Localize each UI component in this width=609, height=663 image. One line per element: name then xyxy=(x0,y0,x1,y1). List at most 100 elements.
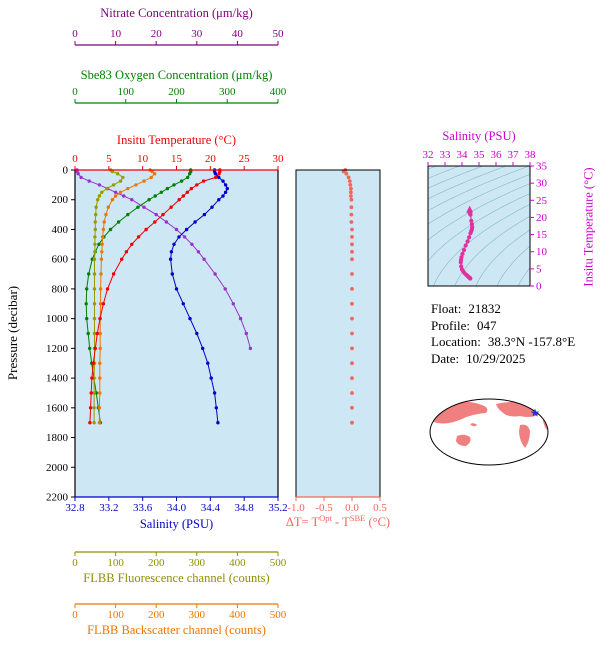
date-line: Date: 10/29/2025 xyxy=(431,351,575,368)
svg-text:400: 400 xyxy=(270,86,287,98)
location-value: 38.3°N -157.8°E xyxy=(487,334,576,349)
svg-text:32: 32 xyxy=(423,149,434,161)
svg-text:400: 400 xyxy=(52,224,69,236)
svg-text:20: 20 xyxy=(536,212,548,224)
svg-text:37: 37 xyxy=(508,149,520,161)
svg-text:200: 200 xyxy=(148,609,165,621)
svg-text:33: 33 xyxy=(440,149,452,161)
main-profile-plot: 0 10 20 30 40 500 100 200 300 4000200400600800100… xyxy=(46,28,288,621)
svg-text:33.2: 33.2 xyxy=(99,502,118,514)
svg-text:35: 35 xyxy=(474,149,486,161)
svg-text:34.0: 34.0 xyxy=(167,502,187,514)
svg-text:10: 10 xyxy=(110,28,122,40)
svg-text:15: 15 xyxy=(171,153,183,165)
landmass xyxy=(519,424,530,448)
svg-text:33.6: 33.6 xyxy=(133,502,153,514)
svg-text:0.5: 0.5 xyxy=(373,502,387,514)
landmass xyxy=(456,434,471,446)
svg-text:200: 200 xyxy=(148,557,165,569)
svg-text:0: 0 xyxy=(536,281,542,293)
svg-text:400: 400 xyxy=(229,557,246,569)
svg-text:100: 100 xyxy=(107,609,124,621)
float-id-value: 21832 xyxy=(468,301,501,316)
ts-diagram: 32 33 34 35 36 37 38 0 5 10 15 20 25 30 35 xyxy=(423,149,548,293)
svg-text:400: 400 xyxy=(229,609,246,621)
svg-text:1800: 1800 xyxy=(46,432,69,444)
svg-text:500: 500 xyxy=(270,609,287,621)
landmass xyxy=(470,423,477,427)
svg-text:25: 25 xyxy=(239,153,251,165)
svg-text:0.0: 0.0 xyxy=(345,502,359,514)
svg-text:25: 25 xyxy=(536,195,548,207)
ts-salinity-axis-title: Salinity (PSU) xyxy=(442,129,516,143)
delta-t-title-sup-opt: Opt xyxy=(319,512,332,523)
location-line: Location: 38.3°N -157.8°E xyxy=(431,334,575,351)
delta-t-title-sup-sbe: SBE xyxy=(349,512,366,523)
svg-text:1600: 1600 xyxy=(46,402,69,414)
svg-text:300: 300 xyxy=(219,86,236,98)
world-map xyxy=(429,398,549,466)
svg-text:0: 0 xyxy=(72,28,78,40)
svg-text:300: 300 xyxy=(189,609,206,621)
nitrate-axis-title: Nitrate Concentration (μm/kg) xyxy=(100,6,253,20)
svg-text:600: 600 xyxy=(52,254,69,266)
svg-text:800: 800 xyxy=(52,283,69,295)
svg-text:0: 0 xyxy=(72,557,78,569)
backscatter-axis-title: FLBB Backscatter channel (counts) xyxy=(87,623,266,637)
svg-text:35: 35 xyxy=(536,161,548,173)
svg-text:20: 20 xyxy=(205,153,217,165)
svg-text:0: 0 xyxy=(72,609,78,621)
float-location-star xyxy=(530,408,540,417)
svg-text:-1.0: -1.0 xyxy=(287,502,305,514)
svg-text:300: 300 xyxy=(189,557,206,569)
float-id-label: Float: xyxy=(431,301,462,316)
svg-text:100: 100 xyxy=(107,557,124,569)
profile-number-value: 047 xyxy=(477,317,497,333)
ts-surface-arrow xyxy=(466,205,474,213)
salinity-axis-title: Salinity (PSU) xyxy=(139,517,214,531)
date-value: 10/29/2025 xyxy=(466,350,526,366)
svg-text:200: 200 xyxy=(168,86,185,98)
delta-t-title-prefix: ΔT= T xyxy=(285,515,320,529)
profile-number-label: Profile: xyxy=(431,317,470,333)
svg-text:35.2: 35.2 xyxy=(268,502,287,514)
svg-text:50: 50 xyxy=(273,28,285,40)
svg-text:30: 30 xyxy=(273,153,285,165)
location-label: Location: xyxy=(431,334,481,349)
svg-text:1000: 1000 xyxy=(46,313,69,325)
svg-text:1400: 1400 xyxy=(46,373,69,385)
svg-text:34.8: 34.8 xyxy=(235,502,255,514)
svg-text:1200: 1200 xyxy=(46,343,69,355)
svg-text:30: 30 xyxy=(191,28,203,40)
svg-text:30: 30 xyxy=(536,178,548,190)
svg-text:0: 0 xyxy=(72,86,78,98)
delta-t-plot: -1.0 -0.5 0.0 0.5 xyxy=(287,168,387,514)
fluorescence-axis-title: FLBB Fluorescence channel (counts) xyxy=(83,571,270,585)
svg-text:5: 5 xyxy=(536,263,542,275)
svg-text:10: 10 xyxy=(137,153,149,165)
svg-text:0: 0 xyxy=(72,153,78,165)
oxygen-axis-title: Sbe83 Oxygen Concentration (μm/kg) xyxy=(80,68,273,82)
svg-text:36: 36 xyxy=(491,149,503,161)
ts-temperature-axis-title: Insitu Temperature (°C) xyxy=(581,167,596,287)
float-id-line: Float: 21832 xyxy=(431,301,575,318)
svg-text:2000: 2000 xyxy=(46,462,69,474)
delta-t-title-mid: - T xyxy=(331,515,350,529)
float-info: Float: 21832 Profile: 047 Location: 38.3°N … xyxy=(431,301,575,367)
svg-text:32.8: 32.8 xyxy=(65,502,85,514)
svg-text:500: 500 xyxy=(270,557,287,569)
temperature-axis-title: Insitu Temperature (°C) xyxy=(116,133,237,147)
delta-t-title-suffix: (°C) xyxy=(365,515,391,529)
svg-text:200: 200 xyxy=(52,194,69,206)
svg-text:15: 15 xyxy=(536,229,548,241)
delta-t-axis-title: ΔT= TOpt - TSBE (°C) xyxy=(252,512,424,530)
svg-text:5: 5 xyxy=(106,153,112,165)
svg-text:34.4: 34.4 xyxy=(201,502,221,514)
svg-text:34: 34 xyxy=(457,149,469,161)
svg-text:10: 10 xyxy=(536,246,548,258)
pressure-axis-title: Pressure (decibar) xyxy=(5,285,20,381)
date-label: Date: xyxy=(431,350,460,366)
profile-number-line: Profile: 047 xyxy=(431,318,575,335)
